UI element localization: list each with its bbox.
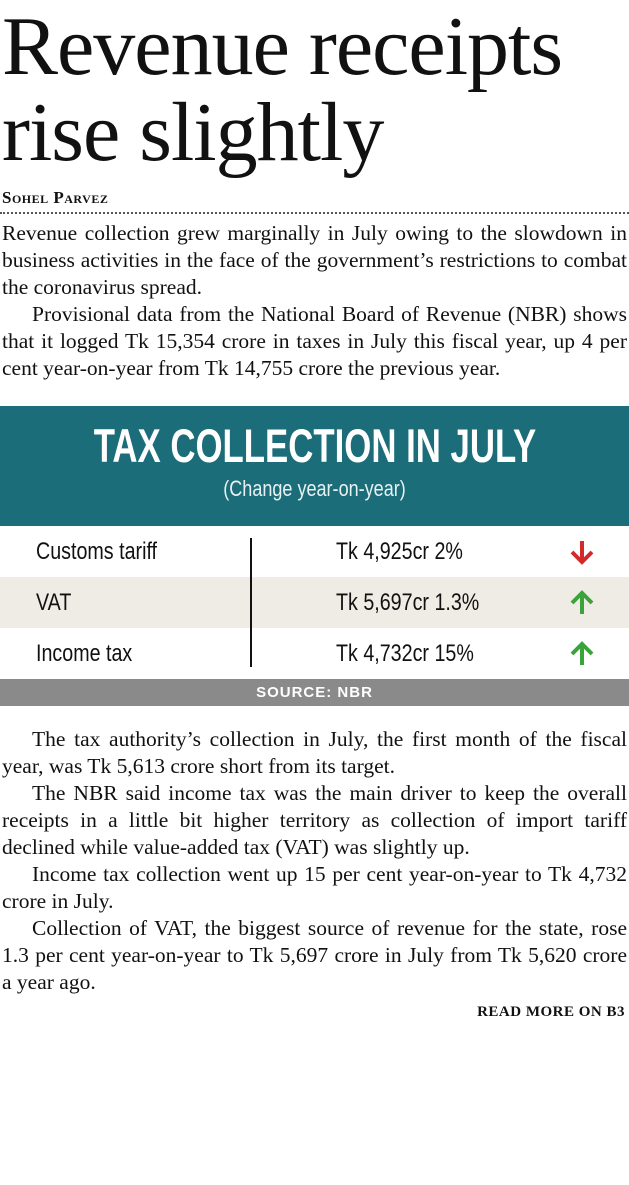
paragraph: Income tax collection went up 15 per cen…: [2, 862, 627, 913]
infobox: TAX COLLECTION IN JULY (Change year-on-y…: [0, 406, 629, 706]
up-arrow: [570, 590, 594, 614]
paragraph: The NBR said income tax was the main dri…: [2, 781, 627, 859]
up-arrow: [570, 641, 594, 665]
row-label: Income tax: [36, 640, 133, 667]
change: 2%: [434, 538, 463, 565]
infobox-title: TAX COLLECTION IN JULY: [93, 419, 536, 472]
row-value: Tk 4,925cr 2%: [336, 538, 463, 566]
amount: Tk 4,925cr: [336, 538, 429, 565]
infobox-subtitle: (Change year-on-year): [223, 476, 406, 501]
paragraph: Revenue collection grew marginally in Ju…: [2, 221, 627, 299]
change: 15%: [434, 640, 474, 667]
change: 1.3%: [434, 589, 480, 616]
paragraph: Collection of VAT, the biggest source of…: [2, 916, 627, 994]
column-divider: [250, 538, 252, 667]
byline: Sohel Parvez: [2, 188, 109, 207]
amount: Tk 4,732cr: [336, 640, 429, 667]
row-label: VAT: [36, 589, 72, 616]
dotted-rule: [0, 212, 629, 214]
headline: Revenue receipts rise slightly: [2, 0, 563, 179]
row-value: Tk 4,732cr 15%: [336, 640, 474, 668]
infobox-header: TAX COLLECTION IN JULY (Change year-on-y…: [0, 406, 629, 526]
row-value: Tk 5,697cr 1.3%: [336, 589, 479, 617]
paragraph: The tax authority’s collection in July, …: [2, 727, 627, 778]
read-more: READ MORE ON B3: [477, 1004, 625, 1020]
amount: Tk 5,697cr: [336, 589, 429, 616]
table-row: VAT Tk 5,697cr 1.3%: [0, 577, 629, 628]
table-row: Income tax Tk 4,732cr 15%: [0, 628, 629, 679]
paragraph: Provisional data from the National Board…: [2, 302, 627, 380]
table-row: Customs tariff Tk 4,925cr 2%: [0, 526, 629, 577]
source: SOURCE: NBR: [0, 679, 629, 706]
body-text: The tax authority’s collection in July, …: [0, 726, 629, 996]
intro-text: Revenue collection grew marginally in Ju…: [0, 220, 629, 382]
row-label: Customs tariff: [36, 538, 158, 565]
down-arrow: [570, 541, 594, 565]
